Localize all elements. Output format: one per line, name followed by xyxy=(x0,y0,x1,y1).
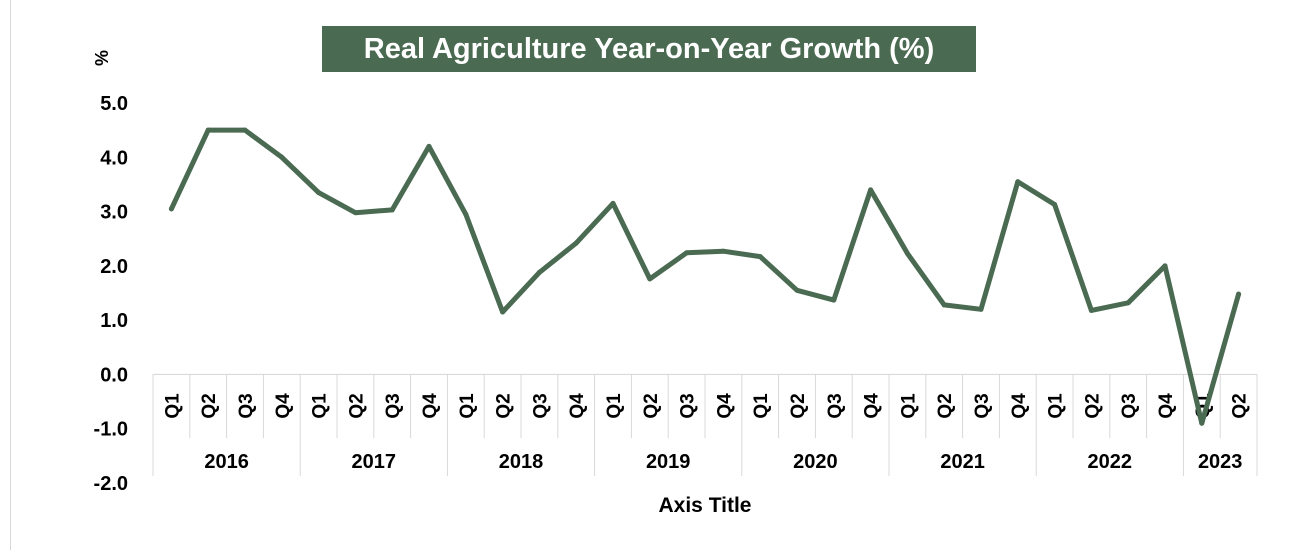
x-axis-title: Axis Title xyxy=(659,494,752,517)
data-point xyxy=(868,187,874,193)
chart-title: Real Agriculture Year-on-Year Growth (%) xyxy=(322,26,976,72)
series-layer xyxy=(168,127,1242,426)
series-line xyxy=(168,127,1242,426)
x-tick-label-year: 2020 xyxy=(793,451,838,473)
data-point xyxy=(389,207,395,213)
data-point xyxy=(684,250,690,256)
x-tick-label-quarter: Q2 xyxy=(199,393,220,418)
data-point xyxy=(647,276,653,282)
y-tick-label: 5.0 xyxy=(100,93,128,115)
x-tick-label-quarter: Q3 xyxy=(972,393,993,418)
x-tick-label-quarter: Q3 xyxy=(236,393,257,418)
x-tick-label-year: 2022 xyxy=(1088,451,1133,473)
y-tick-label: 1.0 xyxy=(100,310,128,332)
x-tick-label-quarter: Q4 xyxy=(862,393,883,419)
x-axis: Q1 Q2 Q3 Q4 Q1 Q2 Q3 Q4 Q1 Q2 Q3 Q4 Q1 Q2 Q3 Q4 Q1 Q2 Q3 Q4… xyxy=(152,373,1258,476)
x-tick-label-quarter: Q3 xyxy=(825,393,846,418)
x-tick-label-quarter: Q2 xyxy=(1082,393,1103,418)
data-point xyxy=(1125,300,1131,306)
chart-frame-border xyxy=(10,0,11,550)
x-tick-label-quarter: Q1 xyxy=(162,393,183,419)
x-tick-label-quarter: Q2 xyxy=(788,393,809,418)
data-point xyxy=(536,269,542,275)
data-point xyxy=(941,302,947,308)
y-tick-label: 0.0 xyxy=(100,364,128,386)
x-tick-label-year: 2021 xyxy=(940,451,985,473)
y-tick-label: 4.0 xyxy=(100,147,128,169)
x-tick-label-quarter: Q4 xyxy=(714,393,735,419)
data-point xyxy=(904,250,910,256)
x-tick-label-quarter: Q3 xyxy=(383,393,404,418)
data-point xyxy=(316,190,322,196)
x-tick-label-quarter: Q4 xyxy=(1009,393,1030,419)
x-tick-label-quarter: Q2 xyxy=(641,393,662,418)
x-tick-label-quarter: Q1 xyxy=(604,393,625,419)
x-tick-label-year: 2023 xyxy=(1198,451,1243,473)
x-tick-label-quarter: Q1 xyxy=(310,393,331,419)
data-point xyxy=(1088,307,1094,313)
y-tick-label: -2.0 xyxy=(94,473,128,495)
x-tick-label-quarter: Q4 xyxy=(273,393,294,419)
data-point xyxy=(794,287,800,293)
x-tick-label-quarter: Q3 xyxy=(1119,393,1140,418)
x-tick-label-year: 2018 xyxy=(499,451,544,473)
data-point xyxy=(279,154,285,160)
data-point xyxy=(1052,202,1058,208)
x-tick-label-year: 2017 xyxy=(352,451,397,473)
data-point xyxy=(978,306,984,312)
data-point xyxy=(1162,263,1168,269)
data-point xyxy=(720,248,726,254)
x-tick-label-quarter: Q3 xyxy=(678,393,699,418)
y-axis-label: % xyxy=(92,50,112,66)
data-point xyxy=(1236,291,1242,297)
data-point xyxy=(168,206,174,212)
data-point xyxy=(757,254,763,260)
data-point xyxy=(573,240,579,246)
x-tick-label-quarter: Q4 xyxy=(1156,393,1177,419)
x-tick-label-quarter: Q4 xyxy=(420,393,441,419)
x-tick-label-quarter: Q4 xyxy=(567,393,588,419)
x-tick-label-quarter: Q3 xyxy=(530,393,551,418)
x-tick-label-quarter: Q1 xyxy=(1046,393,1067,419)
x-tick-label-quarter: Q2 xyxy=(494,393,515,418)
x-tick-label-quarter: Q1 xyxy=(751,393,772,419)
data-point xyxy=(463,211,469,217)
data-point xyxy=(500,309,506,315)
x-tick-label-quarter: Q1 xyxy=(898,393,919,419)
data-point xyxy=(242,127,248,133)
y-tick-label: 2.0 xyxy=(100,256,128,278)
x-tick-label-year: 2016 xyxy=(204,451,249,473)
x-tick-label-quarter: Q2 xyxy=(935,393,956,418)
data-point xyxy=(205,127,211,133)
x-tick-label-quarter: Q2 xyxy=(346,393,367,418)
y-tick-label: 3.0 xyxy=(100,202,128,224)
x-tick-label-year: 2019 xyxy=(646,451,691,473)
y-axis-ticks: 5.0 4.0 3.0 2.0 1.0 0.0 -1.0 -2.0 xyxy=(94,93,128,495)
data-point xyxy=(831,297,837,303)
data-point xyxy=(352,210,358,216)
data-point xyxy=(426,143,432,149)
data-point xyxy=(1015,179,1021,185)
x-tick-label-quarter: Q1 xyxy=(457,393,478,419)
y-tick-label: -1.0 xyxy=(94,419,128,441)
x-tick-label-quarter: Q2 xyxy=(1230,393,1251,418)
data-point xyxy=(1199,420,1205,426)
data-point xyxy=(610,200,616,206)
